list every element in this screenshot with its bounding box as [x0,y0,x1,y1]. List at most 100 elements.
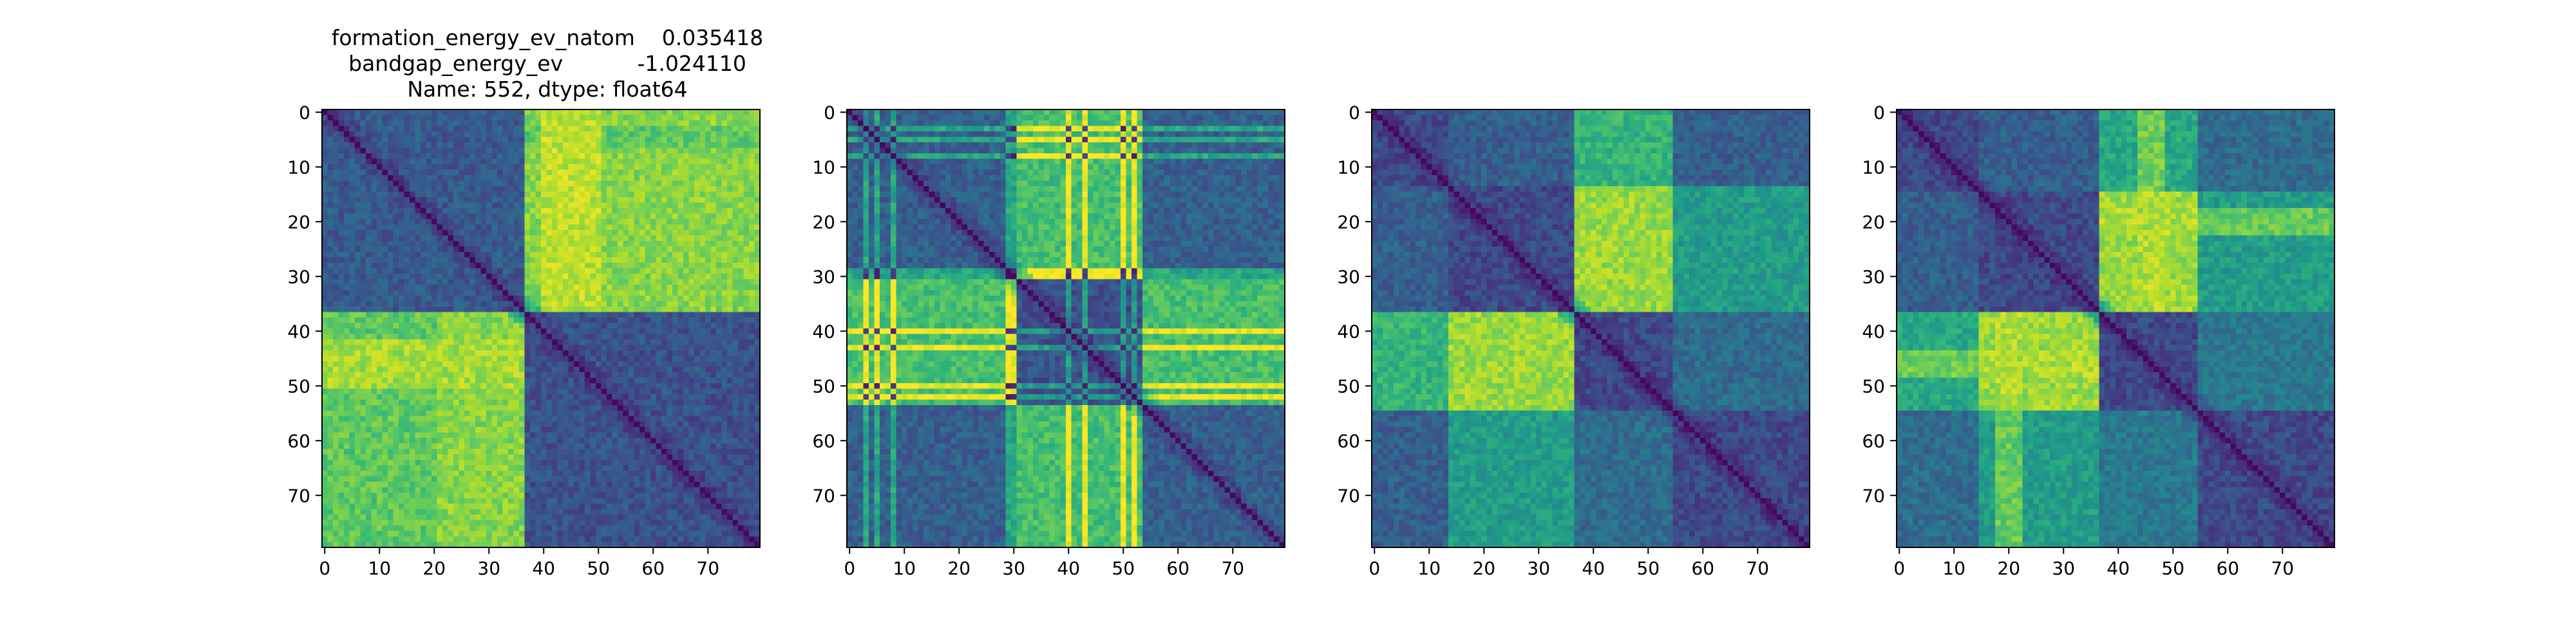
heatmap-cell [388,191,394,198]
heatmap-cell [716,345,723,351]
heatmap-cell [738,405,744,412]
heatmap-cell [710,274,717,280]
heatmap-cell [388,230,394,236]
heatmap-cell [546,410,553,417]
heatmap-cell [453,274,460,280]
heatmap-cell [382,268,388,274]
heatmap-cell [623,307,629,313]
heatmap-cell [404,257,410,263]
heatmap-cell [535,388,542,395]
heatmap-cell [469,383,476,390]
heatmap-cell [453,366,460,373]
heatmap-cell [338,137,345,143]
heatmap-cell [404,296,410,302]
heatmap-cell [563,279,569,285]
heatmap-cell [645,142,651,149]
heatmap-cell [480,285,487,291]
heatmap-cell [710,427,717,433]
heatmap-cell [393,438,399,444]
heatmap-cell [426,180,432,187]
heatmap-cell [656,421,662,428]
heatmap-cell [754,263,761,269]
heatmap-cell [524,131,531,138]
heatmap-cell [421,377,427,384]
heatmap-cell [464,126,471,132]
heatmap-cell [421,191,427,198]
heatmap-cell [612,120,618,127]
heatmap-cell [754,350,761,357]
heatmap-cell [388,208,394,214]
heatmap-cell [694,410,701,417]
heatmap-cell [475,449,482,455]
heatmap-cell [612,377,618,384]
heatmap-cell [683,328,690,335]
heatmap-cell [683,180,690,187]
heatmap-cell [683,219,690,225]
heatmap-cell [705,169,712,176]
heatmap-cell [639,219,646,225]
heatmap-cell [732,224,739,231]
heatmap-cell [607,366,613,373]
heatmap-cell [371,438,377,444]
heatmap-cell [497,328,504,335]
heatmap-cell [661,197,668,204]
heatmap-cell [623,394,629,401]
heatmap-cell [464,191,471,198]
heatmap-cell [404,208,410,214]
heatmap-cell [431,399,438,406]
heatmap-cell [502,443,509,450]
heatmap-cell [683,224,690,231]
heatmap-cell [437,279,443,285]
heatmap-cell [349,405,355,412]
heatmap-cell [333,383,339,390]
heatmap-cell [688,274,695,280]
heatmap-cell [333,388,339,395]
heatmap-cell [360,312,366,318]
heatmap-cell [541,164,547,171]
heatmap-cell [683,257,690,263]
heatmap-cell [590,115,596,121]
heatmap-cell [574,366,580,373]
heatmap-cell [749,388,755,395]
heatmap-cell [371,285,377,291]
heatmap-cell [355,449,361,455]
heatmap-cell [672,307,679,313]
heatmap-cell [513,334,520,340]
heatmap-cell [639,241,646,247]
heatmap-cell [596,432,602,439]
heatmap-cell [710,180,717,187]
heatmap-cell [442,147,449,154]
heatmap-cell [743,115,750,121]
heatmap-cell [710,290,717,296]
heatmap-cell [344,350,350,357]
heatmap-cell [667,361,673,368]
heatmap-cell [322,416,328,422]
heatmap-cell [645,235,651,242]
heatmap-cell [667,246,673,252]
heatmap-cell [415,334,421,340]
heatmap-cell [475,307,482,313]
heatmap-cell [442,219,449,225]
heatmap-cell [721,366,728,373]
heatmap-cell [656,432,662,439]
heatmap-cell [431,328,438,335]
heatmap-cell [431,290,438,296]
heatmap-cell [596,268,602,274]
heatmap-cell [601,224,607,231]
heatmap-cell [399,416,405,422]
heatmap-cell [464,279,471,285]
heatmap-cell [743,421,750,428]
heatmap-cell [322,301,328,307]
heatmap-cell [431,416,438,422]
heatmap-cell [639,126,646,132]
heatmap-cell [431,449,438,455]
heatmap-cell [508,427,515,433]
heatmap-cell [338,372,345,379]
heatmap-cell [677,274,684,280]
heatmap-cell [579,279,585,285]
heatmap-cell [360,290,366,296]
heatmap-cell [721,202,728,209]
heatmap-cell [415,328,421,335]
heatmap-cell [322,186,328,193]
heatmap-cell [749,263,755,269]
